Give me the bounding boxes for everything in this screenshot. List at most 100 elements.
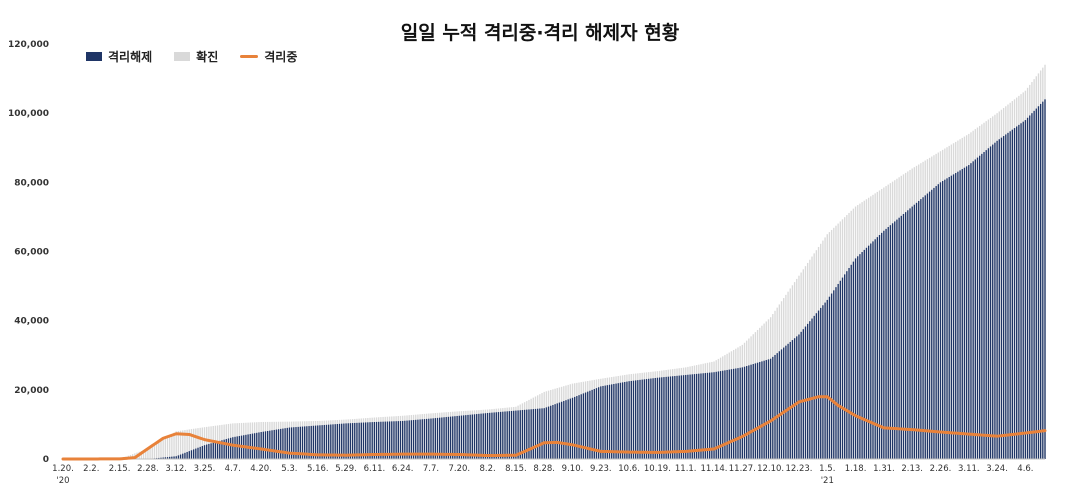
confirmed-bar — [192, 428, 195, 459]
released-bar — [362, 422, 365, 459]
released-bar — [643, 379, 646, 459]
released-bar — [722, 370, 724, 459]
released-bar — [295, 427, 297, 459]
released-bar — [867, 245, 870, 459]
released-bar — [476, 414, 478, 459]
confirmed-bar — [140, 451, 143, 459]
released-bar — [669, 376, 672, 459]
released-bar — [732, 368, 735, 459]
released-bar — [778, 351, 781, 459]
confirmed-bar — [201, 427, 204, 459]
released-bar — [1037, 106, 1040, 459]
released-bar — [904, 212, 907, 459]
released-bar — [941, 181, 944, 459]
released-bar — [1020, 123, 1022, 459]
released-bar — [447, 416, 450, 459]
released-bar — [800, 331, 802, 459]
x-tick-label: 7.7. — [423, 464, 439, 474]
released-bar — [972, 161, 974, 459]
released-bar — [325, 424, 328, 459]
released-bar — [650, 378, 652, 459]
released-bar — [214, 442, 217, 459]
released-bar — [852, 261, 855, 459]
released-bar — [685, 374, 687, 459]
released-bar — [330, 424, 332, 459]
released-bar — [774, 354, 776, 459]
released-bar — [715, 371, 717, 459]
released-bar — [1035, 108, 1037, 459]
released-bar — [737, 368, 739, 459]
y-tick-label: 120,000 — [8, 40, 49, 50]
released-bar — [375, 421, 378, 459]
confirmed-bar — [162, 439, 164, 459]
released-bar — [989, 146, 992, 460]
released-bar — [780, 349, 783, 459]
x-tick-label: 6.24. — [392, 464, 414, 474]
released-bar — [382, 421, 384, 459]
y-tick-label: 40,000 — [14, 317, 49, 327]
released-bar — [756, 362, 759, 459]
released-bar — [373, 422, 376, 459]
confirmed-bar — [190, 429, 193, 459]
x-tick-label: 1.18. — [845, 464, 867, 474]
released-bar — [210, 443, 212, 459]
released-bar — [891, 223, 894, 459]
released-bar — [190, 450, 193, 459]
confirmed-bar — [155, 443, 158, 459]
released-bar — [480, 413, 482, 459]
released-bar — [624, 381, 626, 459]
x-tick-label: 2.15. — [109, 464, 131, 474]
released-bar — [817, 310, 820, 459]
released-bar — [164, 457, 167, 459]
released-bar — [957, 171, 959, 459]
released-bar — [408, 420, 410, 459]
released-bar — [628, 381, 630, 459]
released-bar — [271, 430, 273, 459]
released-bar — [791, 340, 794, 459]
released-bars-group — [149, 99, 1046, 460]
released-bar — [395, 421, 397, 459]
released-bar — [541, 408, 543, 459]
released-bar — [284, 428, 286, 459]
released-bar — [299, 426, 302, 459]
released-bar — [671, 376, 674, 459]
released-bar — [985, 150, 987, 459]
released-bar — [813, 315, 815, 459]
released-bar — [872, 241, 874, 459]
confirmed-bar — [166, 436, 169, 459]
confirmed-bar — [179, 430, 182, 459]
released-bar — [236, 436, 238, 459]
released-bar — [763, 360, 765, 459]
released-bar — [632, 380, 635, 459]
released-bar — [878, 235, 881, 459]
released-bar — [600, 386, 602, 460]
x-tick-label: 11.14. — [700, 464, 727, 474]
released-bar — [556, 403, 558, 459]
confirmed-bar — [142, 450, 145, 459]
released-bar — [484, 413, 487, 459]
released-bar — [469, 414, 471, 459]
released-bar — [439, 417, 441, 459]
released-bar — [915, 202, 918, 459]
released-bar — [432, 418, 434, 459]
released-bar — [844, 274, 846, 459]
released-bar — [360, 422, 362, 459]
released-bar — [924, 195, 926, 459]
released-bar — [449, 416, 452, 459]
released-bar — [515, 410, 517, 459]
released-bar — [809, 321, 811, 459]
released-bar — [911, 206, 913, 459]
released-bar — [865, 247, 868, 459]
released-bar — [519, 410, 521, 459]
released-bar — [460, 415, 463, 459]
released-bar — [711, 372, 713, 459]
released-bar — [621, 382, 624, 459]
released-bar — [996, 140, 998, 459]
released-bar — [850, 264, 852, 459]
released-bar — [933, 187, 935, 460]
released-bar — [267, 430, 269, 459]
released-bar — [839, 280, 841, 459]
released-bar — [656, 377, 659, 459]
released-bar — [256, 432, 258, 459]
released-bar — [253, 433, 256, 459]
